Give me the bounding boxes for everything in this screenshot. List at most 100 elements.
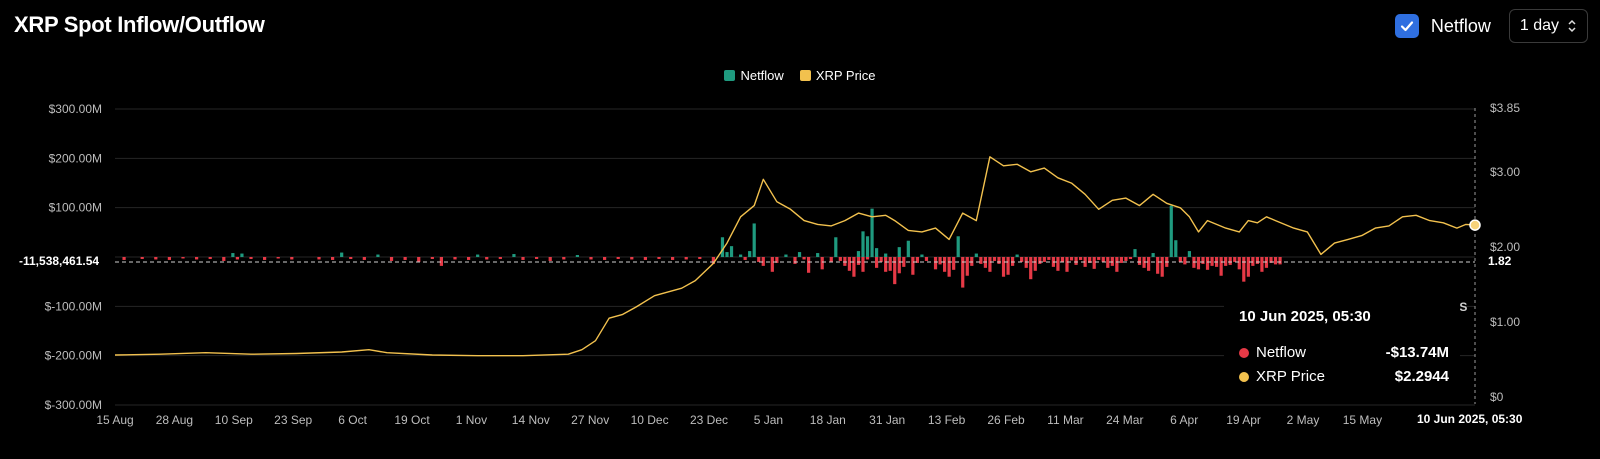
interval-select[interactable]: 1 day xyxy=(1508,9,1588,43)
netflow-bar-negative xyxy=(1097,257,1101,260)
netflow-bar-negative xyxy=(915,257,919,263)
netflow-bar-negative xyxy=(1011,257,1015,266)
netflow-bar-positive xyxy=(784,254,788,257)
netflow-bar-negative xyxy=(852,257,856,277)
netflow-bar-negative xyxy=(290,257,294,260)
netflow-bar-positive xyxy=(865,236,870,257)
netflow-bar-negative xyxy=(1119,257,1123,263)
tooltip-date: 10 Jun 2025, 05:30 xyxy=(1239,308,1371,325)
netflow-bar-negative xyxy=(1056,257,1060,271)
legend-swatch-netflow xyxy=(724,70,736,81)
netflow-bar-negative xyxy=(847,257,851,271)
netflow-bar-negative xyxy=(992,257,997,261)
netflow-bar-positive xyxy=(752,223,756,257)
netflow-bar-positive xyxy=(1174,240,1178,257)
netflow-bar-positive xyxy=(340,252,344,257)
netflow-bar-negative xyxy=(684,257,688,260)
netflow-bar-negative xyxy=(1001,257,1006,277)
netflow-bar-positive xyxy=(884,253,888,257)
netflow-bar-negative xyxy=(1137,257,1142,265)
netflow-bar-negative xyxy=(698,257,702,259)
chevron-up-down-icon xyxy=(1568,19,1576,33)
netflow-bar-negative xyxy=(235,257,239,260)
left-axis-tick-label: $200.00M xyxy=(49,151,102,165)
xrp-price-line xyxy=(114,156,1476,357)
netflow-bar-negative xyxy=(331,257,335,260)
x-axis-tick-label: 10 Dec xyxy=(631,413,669,427)
crosshair-left-value: -11,538,461.54 xyxy=(16,253,103,269)
x-axis-tick-label: 18 Jan xyxy=(810,413,846,427)
chart-legend: Netflow XRP Price xyxy=(0,68,1600,83)
netflow-bar-negative xyxy=(349,257,353,259)
netflow-bar-positive xyxy=(797,252,802,257)
netflow-bar-negative xyxy=(757,257,761,262)
x-axis-tick-label: 23 Sep xyxy=(274,413,312,427)
netflow-bar-positive xyxy=(861,231,865,257)
netflow-bar-negative xyxy=(1160,257,1164,277)
netflow-bar-negative xyxy=(589,257,593,260)
netflow-bar-negative xyxy=(902,257,906,267)
netflow-bar-negative xyxy=(562,257,566,260)
netflow-bar-negative xyxy=(947,257,951,277)
netflow-bar-negative xyxy=(154,257,158,260)
x-axis-tick-label: 1 Nov xyxy=(456,413,487,427)
netflow-bar-negative xyxy=(630,257,634,260)
legend-item-netflow[interactable]: Netflow xyxy=(724,68,784,83)
legend-label-netflow: Netflow xyxy=(740,68,784,83)
netflow-checkbox-label[interactable]: Netflow xyxy=(1430,15,1491,36)
page-title: XRP Spot Inflow/Outflow xyxy=(14,12,265,37)
netflow-bar-positive xyxy=(748,251,752,257)
tooltip-value-netflow: -$13.74M xyxy=(1385,344,1449,361)
tooltip-row-xrp-price: XRP Price $2.2944 xyxy=(1239,368,1449,385)
netflow-bar-negative xyxy=(933,257,938,270)
legend-item-xrp-price[interactable]: XRP Price xyxy=(799,68,876,83)
netflow-bar-negative xyxy=(1210,257,1214,266)
netflow-bar-positive xyxy=(729,246,734,257)
netflow-bar-negative xyxy=(1106,257,1110,268)
netflow-bar-negative xyxy=(1251,257,1255,266)
x-axis-tick-label: 13 Feb xyxy=(928,413,966,427)
netflow-bar-negative xyxy=(861,257,865,272)
tooltip-row-netflow: Netflow -$13.74M xyxy=(1239,344,1449,361)
x-axis-tick-label: 28 Aug xyxy=(156,413,193,427)
netflow-bar-negative xyxy=(856,257,861,265)
right-axis-tick-label: $3.00 xyxy=(1490,165,1520,179)
netflow-bar-negative xyxy=(1092,257,1096,269)
netflow-bar-negative xyxy=(1128,257,1133,259)
netflow-bar-negative xyxy=(988,257,992,272)
netflow-bar-negative xyxy=(893,257,897,285)
x-axis-tick-label: 11 Mar xyxy=(1047,413,1083,427)
netflow-bar-negative xyxy=(1147,257,1151,271)
netflow-bar-negative xyxy=(1255,257,1259,264)
netflow-bar-negative xyxy=(222,257,226,261)
netflow-bar-negative xyxy=(453,257,457,260)
netflow-bar-negative xyxy=(1183,257,1187,265)
netflow-bar-negative xyxy=(276,257,280,259)
left-axis-tick-label: $-200.00M xyxy=(45,349,102,363)
netflow-checkbox[interactable] xyxy=(1394,14,1419,38)
crosshair-date-label: 10 Jun 2025, 05:30 xyxy=(1414,410,1526,428)
netflow-bar-negative xyxy=(970,257,974,266)
netflow-bar-negative xyxy=(1242,257,1246,282)
netflow-bar-negative xyxy=(1079,257,1083,260)
netflow-bar-negative xyxy=(403,257,407,260)
netflow-bar-negative xyxy=(1219,257,1223,276)
netflow-bar-positive xyxy=(1133,249,1137,257)
netflow-bar-negative xyxy=(1047,257,1051,260)
netflow-bar-negative xyxy=(1156,257,1160,274)
netflow-bar-negative xyxy=(181,257,185,259)
right-axis-tick-label: $3.85 xyxy=(1490,101,1520,115)
left-axis-tick-label: $-300.00M xyxy=(45,398,102,412)
price-hover-point xyxy=(1469,219,1481,231)
x-axis-tick-label: 6 Apr xyxy=(1170,413,1198,427)
netflow-bar-negative xyxy=(140,257,144,259)
tooltip-label-xrp-price: XRP Price xyxy=(1256,368,1325,385)
netflow-bar-negative xyxy=(1228,257,1232,265)
netflow-bar-negative xyxy=(1065,257,1069,272)
netflow-bar-positive xyxy=(974,253,978,257)
netflow-bar-positive xyxy=(875,248,879,257)
netflow-bar-negative xyxy=(1029,257,1033,280)
netflow-bar-negative xyxy=(208,257,212,259)
netflow-bar-negative xyxy=(1196,257,1201,270)
netflow-bar-positive xyxy=(231,253,235,257)
